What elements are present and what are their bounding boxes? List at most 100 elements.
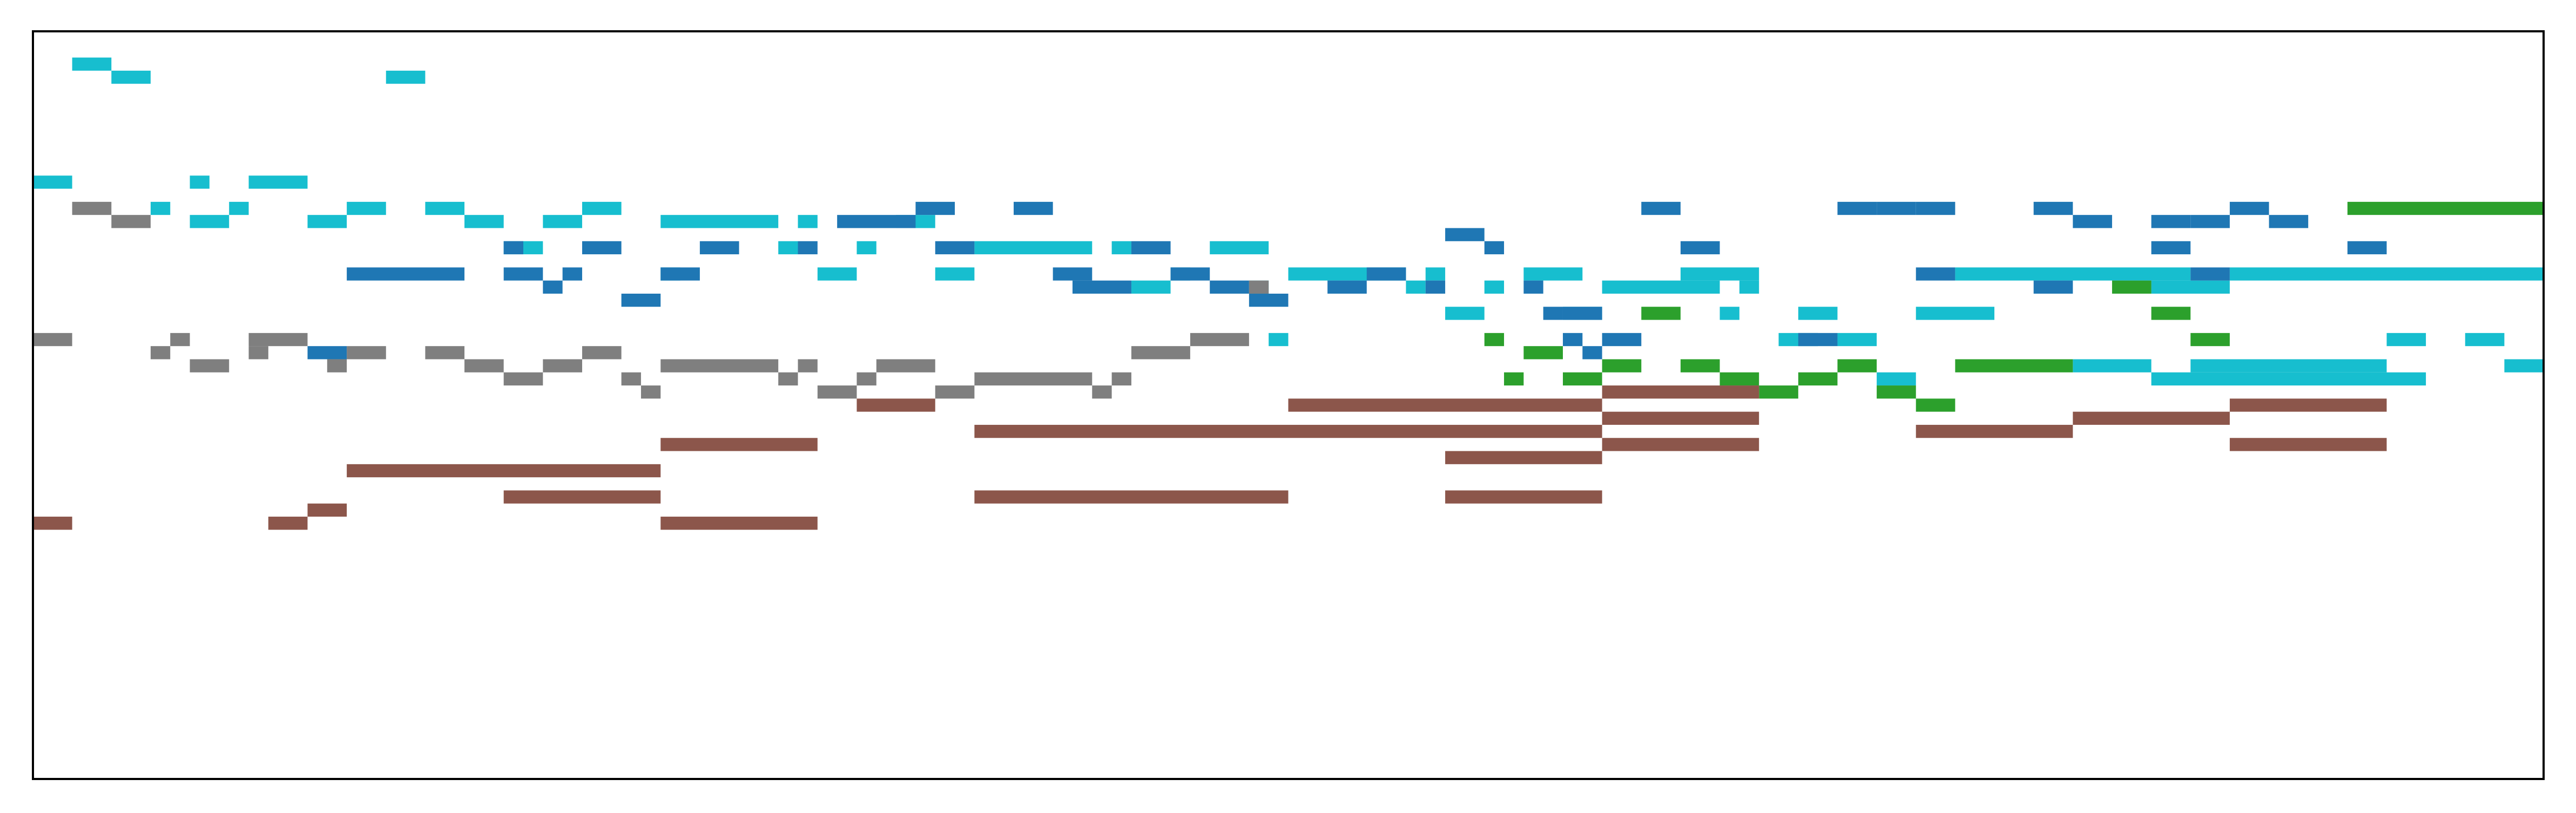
green-note-6 bbox=[1523, 346, 1563, 360]
blue-note-2 bbox=[1014, 201, 1053, 215]
blue-note-31 bbox=[1916, 267, 1955, 281]
blue-note-3 bbox=[1445, 228, 1485, 241]
cyan-note-7 bbox=[229, 201, 249, 215]
gray-note-6 bbox=[248, 346, 268, 360]
brown-note-2 bbox=[1288, 398, 1602, 412]
cyan-note-14 bbox=[543, 215, 582, 228]
cyan-note-32 bbox=[1955, 267, 2191, 281]
blue-note-18 bbox=[798, 241, 818, 255]
blue-note-40 bbox=[621, 293, 661, 307]
green-note-12 bbox=[1562, 372, 1602, 386]
blue-note-29 bbox=[1170, 267, 1210, 281]
blue-note-36 bbox=[1327, 280, 1367, 294]
brown-note-16 bbox=[307, 503, 347, 517]
blue-note-15 bbox=[503, 241, 524, 255]
gray-note-29 bbox=[1249, 280, 1269, 294]
brown-note-19 bbox=[660, 517, 818, 530]
blue-note-37 bbox=[1425, 280, 1446, 294]
gray-note-18 bbox=[876, 359, 935, 372]
gray-note-9 bbox=[582, 346, 622, 360]
blue-note-12 bbox=[2229, 201, 2269, 215]
blue-note-30 bbox=[1366, 267, 1406, 281]
gray-note-4 bbox=[248, 333, 308, 347]
cyan-note-44 bbox=[1798, 307, 1838, 320]
green-note-4 bbox=[1484, 333, 1505, 347]
green-note-13 bbox=[1719, 372, 1759, 386]
green-note-7 bbox=[1602, 359, 1642, 372]
cyan-note-21 bbox=[974, 241, 1093, 255]
green-note-3 bbox=[2151, 307, 2191, 320]
green-note-10 bbox=[1955, 359, 2073, 372]
cyan-note-0 bbox=[72, 57, 112, 71]
brown-note-9 bbox=[1602, 438, 1759, 451]
cyan-note-43 bbox=[1719, 307, 1739, 320]
green-note-15 bbox=[1759, 385, 1798, 399]
gray-note-8 bbox=[425, 346, 465, 360]
brown-note-17 bbox=[33, 517, 72, 530]
cyan-note-34 bbox=[1131, 280, 1171, 294]
gray-note-25 bbox=[640, 385, 661, 399]
gray-note-14 bbox=[464, 359, 504, 372]
gray-note-26 bbox=[817, 385, 857, 399]
cyan-note-46 bbox=[1269, 333, 1289, 347]
green-note-5 bbox=[2190, 333, 2230, 347]
blue-note-35 bbox=[1210, 280, 1249, 294]
cyan-note-50 bbox=[2465, 333, 2505, 347]
brown-note-8 bbox=[660, 438, 818, 451]
blue-note-39 bbox=[2033, 280, 2073, 294]
gray-note-12 bbox=[190, 359, 230, 372]
notes-layer bbox=[33, 57, 2544, 530]
gray-note-15 bbox=[543, 359, 582, 372]
brown-note-11 bbox=[1445, 451, 1602, 464]
brown-note-6 bbox=[974, 424, 1602, 438]
cyan-note-29 bbox=[1425, 267, 1446, 281]
cyan-note-13 bbox=[464, 215, 504, 228]
blue-note-1 bbox=[915, 201, 955, 215]
blue-note-33 bbox=[543, 280, 563, 294]
cyan-note-55 bbox=[2151, 372, 2426, 386]
gray-note-17 bbox=[798, 359, 818, 372]
gray-note-16 bbox=[660, 359, 779, 372]
blue-note-14 bbox=[2347, 241, 2387, 255]
brown-note-0 bbox=[1602, 385, 1759, 399]
cyan-note-1 bbox=[111, 70, 151, 84]
cyan-note-10 bbox=[582, 201, 622, 215]
blue-note-48 bbox=[1798, 333, 1838, 347]
cyan-note-15 bbox=[660, 215, 779, 228]
gray-note-28 bbox=[1092, 385, 1112, 399]
cyan-note-22 bbox=[1111, 241, 1131, 255]
gray-note-19 bbox=[503, 372, 543, 386]
brown-note-7 bbox=[1916, 424, 2073, 438]
cyan-note-19 bbox=[778, 241, 798, 255]
gray-note-0 bbox=[72, 201, 112, 215]
cyan-note-5 bbox=[248, 175, 308, 189]
blue-note-21 bbox=[1484, 241, 1505, 255]
cyan-note-16 bbox=[798, 215, 818, 228]
gray-note-22 bbox=[857, 372, 876, 386]
cyan-note-37 bbox=[1484, 280, 1505, 294]
cyan-note-20 bbox=[857, 241, 876, 255]
blue-note-17 bbox=[699, 241, 739, 255]
blue-note-4 bbox=[1641, 201, 1681, 215]
brown-note-18 bbox=[268, 517, 308, 530]
cyan-note-41 bbox=[1445, 307, 1485, 320]
green-note-9 bbox=[1837, 359, 1877, 372]
cyan-note-6 bbox=[150, 201, 171, 215]
blue-note-47 bbox=[1602, 333, 1642, 347]
cyan-note-54 bbox=[1877, 372, 1916, 386]
blue-note-46 bbox=[1582, 346, 1602, 360]
plot-frame bbox=[32, 30, 2545, 780]
green-note-16 bbox=[1877, 385, 1916, 399]
green-note-8 bbox=[1680, 359, 1720, 372]
cyan-note-25 bbox=[817, 267, 857, 281]
blue-note-41 bbox=[1249, 293, 1289, 307]
blue-note-16 bbox=[582, 241, 622, 255]
gray-note-5 bbox=[150, 346, 171, 360]
blue-note-9 bbox=[2073, 215, 2112, 228]
cyan-note-2 bbox=[386, 70, 426, 84]
gray-note-1 bbox=[111, 215, 151, 228]
green-note-17 bbox=[1916, 398, 1955, 412]
cyan-note-49 bbox=[2386, 333, 2426, 347]
blue-note-6 bbox=[1877, 201, 1916, 215]
